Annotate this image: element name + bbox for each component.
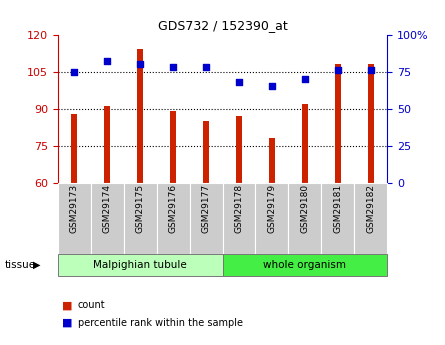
Point (71, 69, 78, 75)
Bar (203, 121, 209, 183)
Text: GSM29178: GSM29178 (235, 184, 243, 233)
Text: GSM29180: GSM29180 (300, 184, 309, 233)
Point (301, 76, 308, 82)
Text: whole organism: whole organism (263, 260, 346, 270)
Bar (58, 183, 91, 254)
Bar (222, 183, 255, 254)
Point (137, 61, 144, 67)
Bar (354, 183, 387, 254)
Bar (190, 183, 222, 254)
Bar (124, 183, 157, 254)
Bar (288, 183, 321, 254)
Text: GSM29182: GSM29182 (366, 184, 375, 233)
Bar (321, 183, 354, 254)
Text: ■: ■ (62, 318, 73, 327)
Text: Malpighian tubule: Malpighian tubule (93, 260, 187, 270)
Bar (71, 114, 77, 183)
Bar (255, 183, 288, 254)
Bar (269, 138, 275, 183)
Text: GSM29181: GSM29181 (333, 184, 342, 233)
Text: count: count (78, 300, 105, 310)
Text: tissue: tissue (4, 260, 36, 269)
Bar (302, 104, 308, 183)
Point (202, 65, 210, 70)
Bar (222, 254, 387, 276)
Text: GSM29173: GSM29173 (70, 184, 79, 233)
Text: GSM29177: GSM29177 (202, 184, 210, 233)
Text: ■: ■ (62, 300, 73, 310)
Point (235, 79, 243, 85)
Point (334, 67, 341, 73)
Bar (91, 183, 124, 254)
Bar (58, 254, 222, 276)
Bar (104, 106, 110, 183)
Bar (157, 183, 190, 254)
Text: GSM29175: GSM29175 (136, 184, 145, 233)
Point (104, 58, 111, 64)
Text: GSM29179: GSM29179 (267, 184, 276, 233)
Bar (137, 49, 143, 183)
Bar (368, 64, 374, 183)
Bar (170, 111, 176, 183)
Bar (236, 116, 242, 183)
Point (367, 67, 374, 73)
Title: GDS732 / 152390_at: GDS732 / 152390_at (158, 19, 287, 32)
Text: ▶: ▶ (33, 260, 41, 269)
Text: percentile rank within the sample: percentile rank within the sample (78, 318, 243, 327)
Text: GSM29176: GSM29176 (169, 184, 178, 233)
Text: GSM29174: GSM29174 (103, 184, 112, 233)
Bar (335, 64, 341, 183)
Point (268, 84, 275, 89)
Point (170, 65, 177, 70)
